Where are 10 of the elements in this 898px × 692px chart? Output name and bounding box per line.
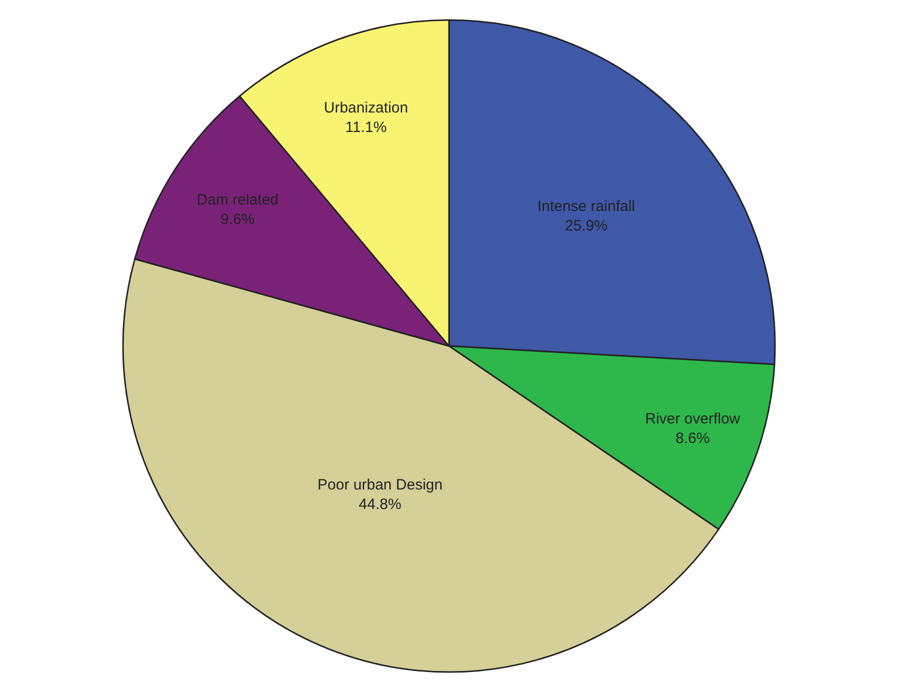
data-label: 44.8%	[358, 496, 402, 514]
slice-label: Intense rainfall	[537, 198, 635, 216]
data-label: 9.6%	[220, 211, 255, 228]
data-label: 8.6%	[676, 430, 710, 447]
data-label: 25.9%	[564, 218, 608, 235]
slice-label: Dam related	[196, 192, 278, 209]
data-label: 11.1%	[345, 118, 387, 136]
slice-label: River overflow	[645, 410, 740, 428]
slice-label: Urbanization	[324, 99, 408, 116]
slice-label: Poor urban Design	[318, 476, 443, 494]
